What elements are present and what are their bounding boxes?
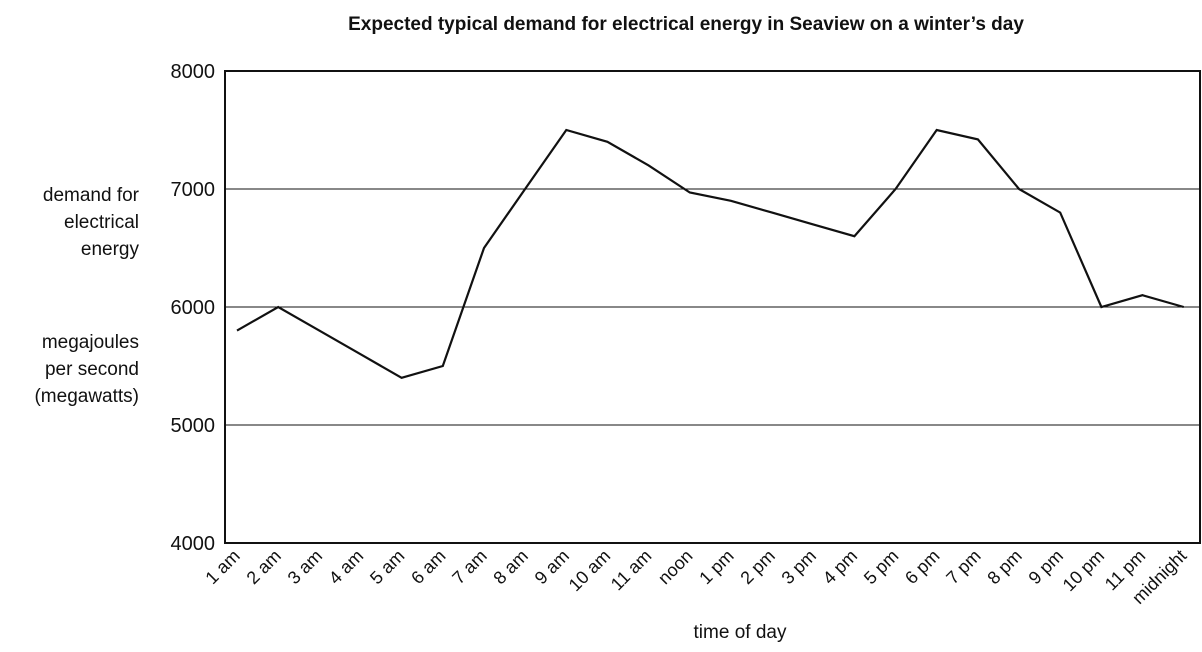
y-axis-label-line: energy xyxy=(80,239,139,260)
y-axis-unit-line: megajoules xyxy=(41,332,139,353)
y-axis-unit-line: per second xyxy=(44,359,139,380)
x-tick-label: 6 am xyxy=(407,546,449,588)
x-tick-label: 5 am xyxy=(366,546,408,588)
x-axis-label: time of day xyxy=(693,622,787,643)
x-tick-label: 2 am xyxy=(243,546,285,588)
x-tick-label: noon xyxy=(654,546,696,588)
y-axis-label-line: electrical xyxy=(64,212,139,233)
y-tick-label: 4000 xyxy=(171,533,216,555)
x-tick-label: 4 pm xyxy=(819,546,861,588)
x-tick-label: 7 am xyxy=(448,546,490,588)
y-axis-label-line: demand for xyxy=(42,185,139,206)
y-axis-label: demand for electrical energy xyxy=(43,182,139,263)
x-tick-label: 1 pm xyxy=(695,546,737,588)
x-tick-label: 11 am xyxy=(607,546,656,595)
y-axis-unit-line: (megawatts) xyxy=(34,386,139,407)
x-tick-label: 6 pm xyxy=(901,546,943,588)
x-tick-label: 10 pm xyxy=(1059,546,1109,596)
x-tick-label: 7 pm xyxy=(942,546,984,588)
plot-frame xyxy=(224,70,1201,544)
x-tick-label: 10 am xyxy=(565,546,615,596)
x-tick-label: 3 am xyxy=(284,546,326,588)
x-tick-label: 8 am xyxy=(489,546,531,588)
x-tick-label: 3 pm xyxy=(778,546,820,588)
x-tick-label: 8 pm xyxy=(983,546,1025,588)
x-tick-label: 2 pm xyxy=(736,546,778,588)
chart-title: Expected typical demand for electrical e… xyxy=(348,14,1024,35)
y-tick-label: 6000 xyxy=(171,297,216,319)
x-tick-label: 4 am xyxy=(325,546,367,588)
y-tick-label: 7000 xyxy=(171,179,216,201)
y-axis-unit-label: megajoules per second (megawatts) xyxy=(34,329,139,410)
series-line xyxy=(236,128,1185,379)
x-tick-label: 5 pm xyxy=(860,546,902,588)
y-tick-label: 8000 xyxy=(171,61,216,83)
y-tick-label: 5000 xyxy=(171,415,216,437)
